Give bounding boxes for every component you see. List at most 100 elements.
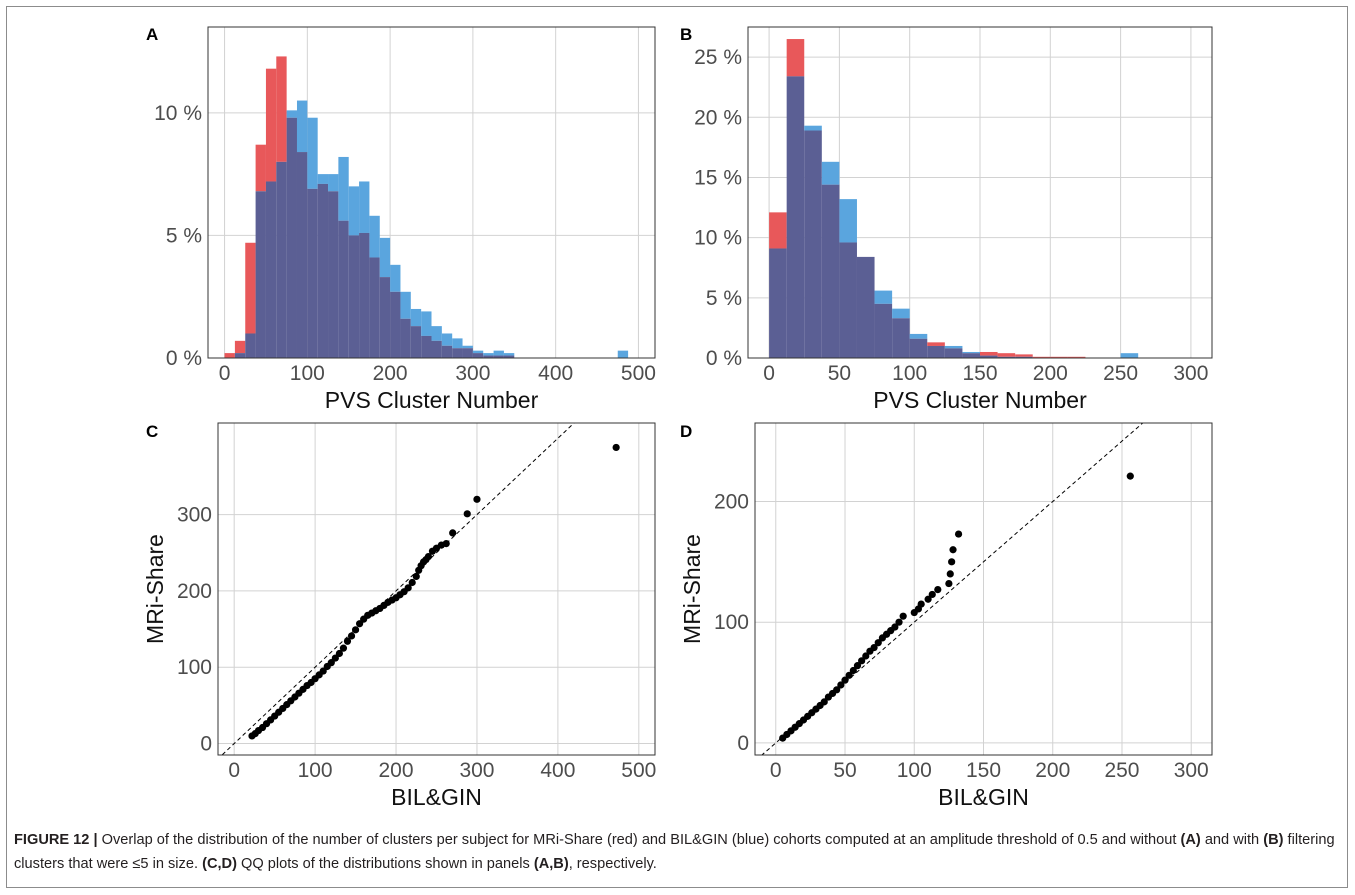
panel-d-x-tick-label: 0 <box>770 759 782 782</box>
panel-d-point <box>1126 472 1134 480</box>
panel-b-bar-excess <box>1120 353 1139 358</box>
panel-b-x-tick-label: 200 <box>1033 362 1068 385</box>
panel-a-bar-excess <box>400 291 411 319</box>
panel-b-bar-excess <box>1067 356 1086 358</box>
panel-c-point <box>339 644 348 652</box>
panel-c-point <box>351 626 360 634</box>
panel-d-point <box>917 600 925 608</box>
panel-d-point <box>934 586 942 594</box>
panel-a-x-tick-label: 100 <box>290 362 325 385</box>
panel-b-bar-overlap <box>927 345 945 358</box>
panel-a-bar-excess <box>421 311 432 336</box>
panel-d-y-tick-label: 100 <box>714 611 749 634</box>
panel-a-bar-excess <box>379 237 391 278</box>
panel-b-y-tick-label: 5 % <box>706 287 742 310</box>
panel-b-bar-excess <box>874 290 893 304</box>
panel-a-bar-overlap <box>472 353 484 358</box>
panel-a-border <box>207 26 656 359</box>
panel-b-border <box>747 26 1213 359</box>
panel-b-bar-excess <box>892 308 910 319</box>
figure-caption: FIGURE 12 | Overlap of the distribution … <box>14 828 1340 876</box>
panel-d-point <box>845 671 853 679</box>
panel-d-point <box>954 530 963 538</box>
panel-a-bar-overlap <box>317 183 329 358</box>
panel-c-y-tick-label: 200 <box>177 580 212 603</box>
panel-c-y-tick-label: 100 <box>177 656 212 679</box>
panel-d-point <box>891 623 899 631</box>
panel-a-bar-overlap <box>400 318 411 358</box>
panel-a-bar-excess <box>410 308 422 327</box>
panel-a-bar-excess <box>338 156 349 221</box>
panel-a-bar-excess <box>276 56 287 162</box>
panel-c-x-axis-title: BIL&GIN <box>391 784 482 810</box>
panel-b-bar-overlap <box>821 184 840 358</box>
panel-a-bar-overlap <box>462 348 473 358</box>
panel-b-y-tick-label: 25 % <box>694 46 742 69</box>
panel-d-point <box>948 558 956 566</box>
panel-d-y-tick-label: 200 <box>714 490 749 513</box>
panel-a-bar-overlap <box>441 345 453 358</box>
caption-text-2: and with <box>1200 832 1264 848</box>
panel-b-x-tick-label: 100 <box>892 362 927 385</box>
panel-a-bar-excess <box>328 174 339 192</box>
panel-a-bar-overlap <box>265 181 277 358</box>
panel-c-point <box>412 572 420 581</box>
panel-b-bar-excess <box>786 39 805 77</box>
panel-a-x-tick-label: 300 <box>455 362 490 385</box>
panel-a-bar-excess <box>369 215 380 258</box>
panel-b-bar-overlap <box>1015 356 1033 358</box>
panel-c-x-tick-label: 200 <box>379 759 414 782</box>
panel-a-bar-overlap <box>369 257 380 358</box>
panel-a-bar-overlap <box>503 355 515 358</box>
panel-a-bar-excess <box>431 326 442 341</box>
panel-a-bar-overlap <box>452 348 463 358</box>
panel-d-x-tick-label: 150 <box>966 759 1001 782</box>
panel-c-y-axis-title: MRi-Share <box>142 534 168 644</box>
panel-letter-a: A <box>146 25 158 44</box>
panel-b-bar-overlap <box>909 338 928 358</box>
panel-b-bar-excess <box>909 333 928 339</box>
panel-d-point <box>870 643 878 652</box>
panel-d-point <box>833 686 841 694</box>
panel-a-x-tick-label: 200 <box>373 362 408 385</box>
panel-b-x-axis-title: PVS Cluster Number <box>873 387 1087 413</box>
panel-a-bar-excess <box>503 353 515 356</box>
panel-d-point <box>862 652 870 660</box>
panel-b-y-tick-label: 20 % <box>694 106 742 129</box>
panel-b-x-tick-label: 250 <box>1103 362 1138 385</box>
panel-a-bar-excess <box>265 68 277 182</box>
panel-c-point <box>424 552 433 561</box>
panel-d-point <box>853 662 862 670</box>
panel-c-x-tick-label: 0 <box>228 759 240 782</box>
panel-a-bar-excess <box>245 242 256 334</box>
panel-a-bar-overlap <box>234 353 246 358</box>
panel-b-bar-overlap <box>944 348 963 358</box>
panel-c-point <box>463 510 471 518</box>
panel-c-point <box>347 632 356 640</box>
panel-c-point <box>335 649 343 658</box>
panel-d-qq-plot: 0 50 100 150 200 250 300 0 100 200 BIL&GIN MRi-Shar… <box>679 422 1213 810</box>
panel-c-point <box>612 443 620 452</box>
panel-c-point <box>449 529 457 537</box>
panel-d-point <box>928 590 936 599</box>
panel-a-bar-overlap <box>286 117 297 358</box>
panel-d-point <box>946 570 954 578</box>
panel-a-y-tick-label: 10 % <box>154 102 202 125</box>
panel-c-point <box>404 584 412 592</box>
panel-b-bar-overlap <box>997 356 1016 358</box>
panel-b-bar-excess <box>1050 356 1068 358</box>
panel-c-qq-plot: 0 100 200 300 400 5000100200300BIL&GINMRi-Sha… <box>142 422 656 810</box>
panel-a-bar-overlap <box>296 152 308 358</box>
panel-b-bar-excess <box>821 161 840 185</box>
panel-d-point <box>949 546 957 554</box>
caption-text-3: filtering clusters that were ≤5 in size. <box>14 832 1335 872</box>
panel-b-bar-excess <box>769 212 787 249</box>
panel-a-bar-overlap <box>276 161 287 358</box>
panel-d-point <box>945 579 953 588</box>
panel-a-bar-overlap <box>307 188 318 358</box>
panel-b-bar-overlap <box>962 353 980 358</box>
panel-a-bar-excess <box>483 353 494 356</box>
panel-b-x-tick-label: 150 <box>962 362 997 385</box>
caption-ref-b: (B) <box>1263 832 1284 848</box>
